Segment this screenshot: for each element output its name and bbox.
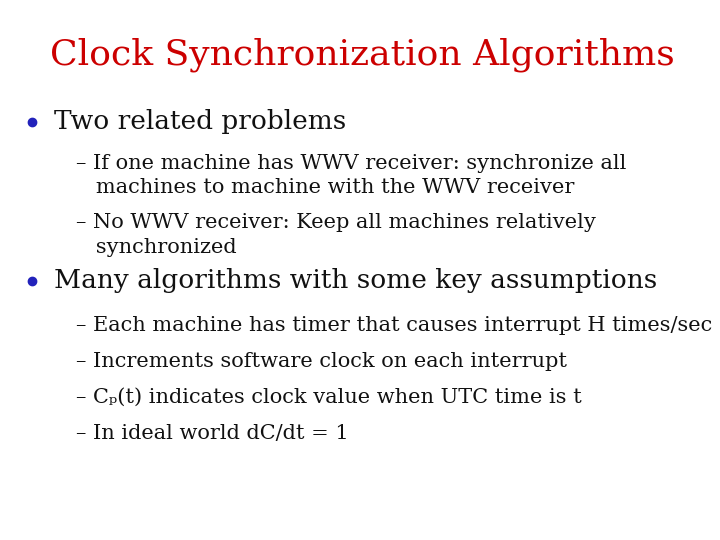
Text: – No WWV receiver: Keep all machines relatively
   synchronized: – No WWV receiver: Keep all machines rel… bbox=[76, 213, 595, 256]
Text: Many algorithms with some key assumptions: Many algorithms with some key assumption… bbox=[54, 268, 657, 293]
Text: Two related problems: Two related problems bbox=[54, 109, 346, 134]
Text: – Each machine has timer that causes interrupt H times/sec: – Each machine has timer that causes int… bbox=[76, 316, 712, 335]
Text: – Increments software clock on each interrupt: – Increments software clock on each inte… bbox=[76, 352, 567, 371]
Text: – Cₚ(t) indicates clock value when UTC time is t: – Cₚ(t) indicates clock value when UTC t… bbox=[76, 388, 581, 407]
Text: Clock Synchronization Algorithms: Clock Synchronization Algorithms bbox=[50, 38, 675, 72]
Text: – In ideal world dC/dt = 1: – In ideal world dC/dt = 1 bbox=[76, 424, 348, 443]
Text: – If one machine has WWV receiver: synchronize all
   machines to machine with t: – If one machine has WWV receiver: synch… bbox=[76, 154, 626, 197]
